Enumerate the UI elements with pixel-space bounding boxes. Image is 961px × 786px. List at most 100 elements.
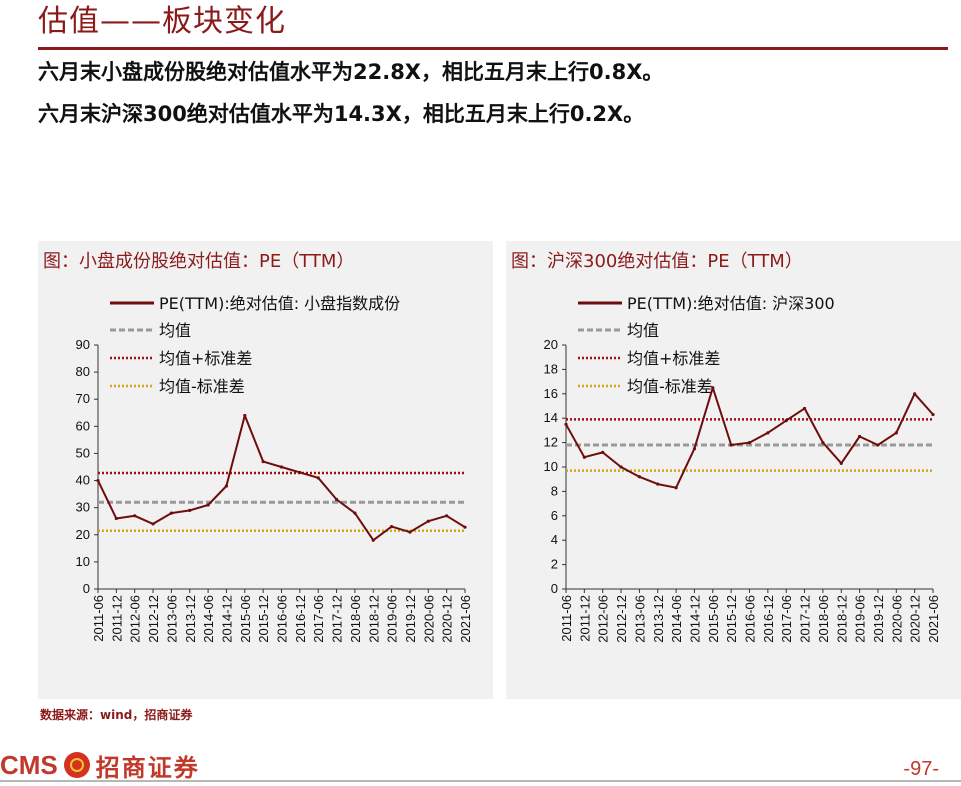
- x-tick-label: 2020-06: [889, 595, 904, 643]
- chart-panel-small-cap: 图：小盘成份股绝对估值：PE（TTM） PE(TTM):绝对估值: 小盘指数成份…: [38, 241, 493, 699]
- x-tick-label: 2017-12: [330, 595, 345, 643]
- series-point: [206, 503, 210, 507]
- series-point: [619, 465, 623, 469]
- summary-line-hs300: 六月末沪深300绝对估值水平为14.3X，相比五月末上行0.2X。: [38, 102, 645, 126]
- series-point: [821, 441, 825, 445]
- series-point: [931, 412, 935, 417]
- x-tick-label: 2016-12: [293, 595, 308, 643]
- series-point: [353, 511, 357, 515]
- series-point: [169, 511, 173, 515]
- x-tick-label: 2017-12: [798, 595, 813, 643]
- series-point: [114, 516, 118, 521]
- x-tick-label: 2014-06: [669, 595, 684, 643]
- series-point: [637, 475, 641, 479]
- y-tick-label: 14: [544, 410, 558, 425]
- series-point: [96, 478, 100, 483]
- x-tick-label: 2018-06: [816, 595, 831, 643]
- series-point: [390, 525, 394, 529]
- series-point: [371, 538, 375, 542]
- series-point: [463, 525, 467, 529]
- x-tick-label: 2011-12: [109, 595, 124, 642]
- x-tick-label: 2019-06: [385, 595, 400, 643]
- series-point: [224, 484, 229, 488]
- data-source-note: 数据来源：wind，招商证券: [40, 708, 193, 722]
- x-tick-label: 2015-12: [256, 595, 271, 643]
- y-tick-label: 30: [76, 500, 90, 515]
- x-tick-label: 2016-12: [761, 595, 776, 643]
- title-divider: [38, 47, 948, 50]
- x-tick-label: 2020-12: [440, 595, 455, 643]
- legend-label: 均值: [627, 321, 659, 340]
- legend-label: PE(TTM):绝对估值: 沪深300: [627, 294, 835, 313]
- series-point: [408, 530, 412, 534]
- x-tick-label: 2019-12: [403, 595, 418, 643]
- series-point: [876, 443, 880, 447]
- x-tick-label: 2017-06: [311, 595, 326, 643]
- y-tick-label: 20: [76, 527, 90, 542]
- x-tick-label: 2011-12: [577, 595, 592, 642]
- chart-title: 图：小盘成份股绝对估值：PE（TTM）: [43, 251, 355, 272]
- series-point: [334, 497, 339, 502]
- x-tick-label: 2021-06: [458, 595, 473, 643]
- x-tick-label: 2018-12: [366, 595, 381, 643]
- series-point: [858, 434, 862, 439]
- y-tick-label: 70: [76, 391, 90, 406]
- x-tick-label: 2013-06: [632, 595, 647, 643]
- series-point: [582, 455, 586, 459]
- x-tick-label: 2021-06: [926, 595, 941, 643]
- series-point: [711, 386, 715, 390]
- summary-line-small-cap: 六月末小盘成份股绝对估值水平为22.8X，相比五月末上行0.8X。: [38, 60, 664, 84]
- legend-label: 均值+标准差: [159, 349, 252, 368]
- series-point: [656, 482, 660, 486]
- y-tick-label: 0: [83, 581, 90, 596]
- series-point: [894, 431, 898, 435]
- series-point: [188, 508, 192, 512]
- page-title: 估值——板块变化: [38, 4, 286, 39]
- series-point: [747, 441, 752, 445]
- page-number: -97-: [903, 758, 939, 780]
- y-tick-label: 12: [544, 435, 558, 450]
- x-tick-label: 2014-06: [201, 595, 216, 643]
- series-point: [729, 443, 733, 447]
- series-point: [151, 522, 155, 526]
- y-tick-label: 8: [551, 483, 558, 498]
- footer-divider: [0, 780, 961, 782]
- y-tick-label: 2: [551, 557, 558, 572]
- y-tick-label: 10: [544, 459, 558, 474]
- series-point: [279, 465, 284, 469]
- series-point: [674, 486, 678, 490]
- x-tick-label: 2019-12: [871, 595, 886, 643]
- series-point: [564, 422, 568, 426]
- series-point: [913, 392, 917, 396]
- x-tick-label: 2020-06: [421, 595, 436, 643]
- series-line: [97, 414, 466, 542]
- series-point: [692, 447, 697, 451]
- logo-chinese-text: 招商证券: [95, 753, 200, 782]
- logo-text: CMS: [0, 749, 58, 780]
- x-tick-label: 2012-12: [146, 595, 161, 643]
- x-tick-label: 2015-06: [706, 595, 721, 643]
- series-point: [133, 514, 137, 518]
- y-tick-label: 4: [551, 532, 558, 547]
- y-tick-label: 20: [544, 337, 558, 352]
- series-point: [316, 476, 320, 480]
- y-tick-label: 90: [76, 337, 90, 352]
- x-tick-label: 2012-12: [614, 595, 629, 643]
- x-tick-label: 2019-06: [853, 595, 868, 643]
- series-point: [802, 406, 807, 411]
- chart-title: 图：沪深300绝对估值：PE（TTM）: [511, 251, 803, 272]
- y-tick-label: 10: [76, 554, 90, 569]
- x-tick-label: 2018-12: [834, 595, 849, 643]
- x-tick-label: 2013-12: [183, 595, 198, 643]
- x-tick-label: 2012-06: [596, 595, 611, 643]
- x-tick-label: 2020-12: [908, 595, 923, 643]
- legend-label: 均值-标准差: [159, 377, 245, 396]
- x-tick-label: 2013-06: [164, 595, 179, 643]
- x-tick-label: 2018-06: [348, 595, 363, 643]
- logo-badge-icon: [63, 752, 90, 778]
- x-tick-label: 2017-06: [779, 595, 794, 643]
- x-tick-label: 2013-12: [651, 595, 666, 643]
- y-tick-label: 6: [551, 508, 558, 523]
